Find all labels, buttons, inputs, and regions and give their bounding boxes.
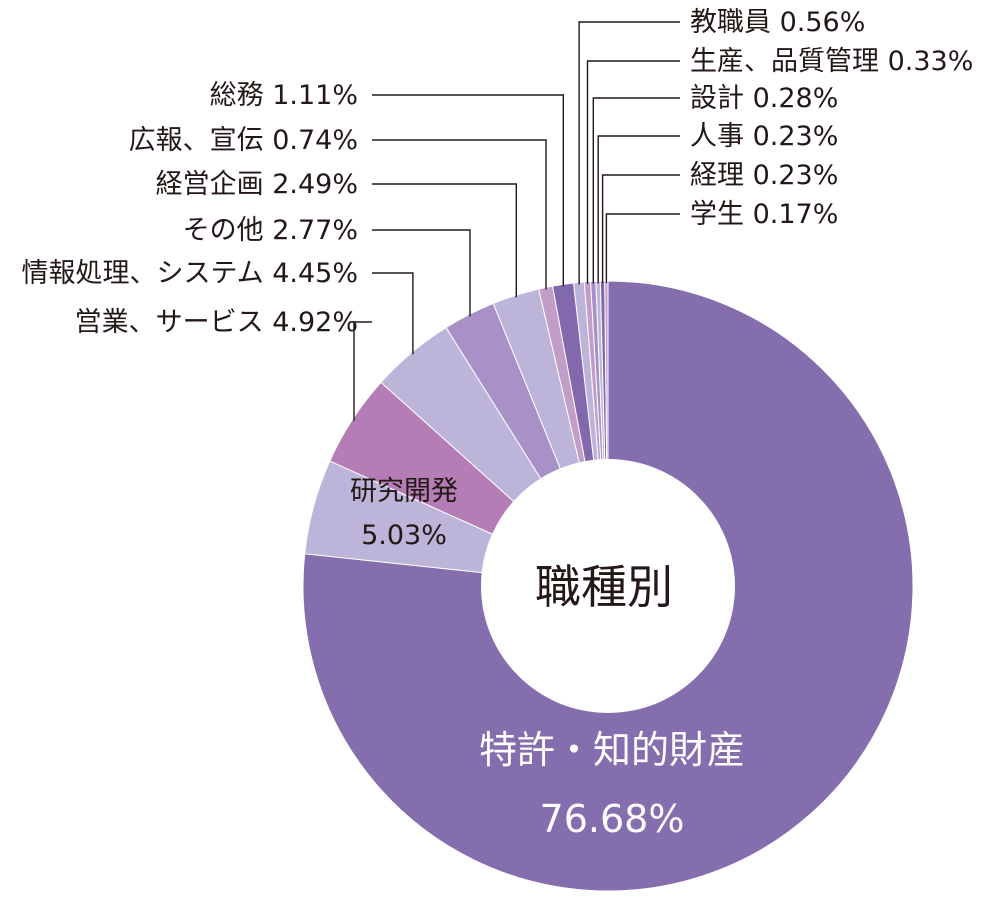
slice-label: 学生 0.17% bbox=[690, 199, 838, 230]
leader-line bbox=[601, 174, 680, 283]
leader-line bbox=[372, 272, 414, 355]
slice-value-rnd: 5.03% bbox=[361, 520, 447, 551]
slice-label: 総務 1.11% bbox=[210, 80, 358, 111]
leader-line bbox=[372, 94, 564, 287]
slice-label: 情報処理、システム 4.45% bbox=[21, 258, 358, 289]
donut-hole bbox=[481, 459, 735, 713]
slice-label: 教職員 0.56% bbox=[690, 7, 865, 38]
slice-label: 生産、品質管理 0.33% bbox=[690, 46, 973, 77]
leader-line bbox=[372, 229, 471, 317]
leader-line bbox=[605, 213, 680, 283]
slice-label: 人事 0.23% bbox=[690, 121, 838, 152]
leader-line bbox=[592, 97, 680, 284]
leader-line bbox=[597, 135, 680, 284]
slice-label: 経営企画 2.49% bbox=[156, 169, 358, 200]
center-label: 職種別 bbox=[535, 560, 673, 614]
slice-label-rnd: 研究開発 bbox=[350, 476, 458, 507]
slice-label: 営業、サービス 4.92% bbox=[75, 307, 358, 338]
outside-labels: 営業、サービス 4.92% 情報処理、システム 4.45% その他 2.77% 経営企… bbox=[21, 7, 973, 338]
leader-line bbox=[586, 60, 680, 284]
slice-value-patent: 76.68% bbox=[540, 797, 685, 841]
leader-line bbox=[372, 183, 517, 298]
leader-lines bbox=[353, 21, 680, 421]
slice-label: その他 2.77% bbox=[183, 215, 358, 246]
slice-label: 設計 0.28% bbox=[690, 83, 838, 114]
leader-line bbox=[578, 21, 680, 285]
leader-line bbox=[372, 139, 547, 290]
leader-line bbox=[353, 321, 372, 421]
slice-label: 経理 0.23% bbox=[690, 160, 838, 191]
slice-label: 広報、宣伝 0.74% bbox=[129, 125, 358, 156]
slice-label-patent: 特許・知的財産 bbox=[479, 728, 745, 772]
